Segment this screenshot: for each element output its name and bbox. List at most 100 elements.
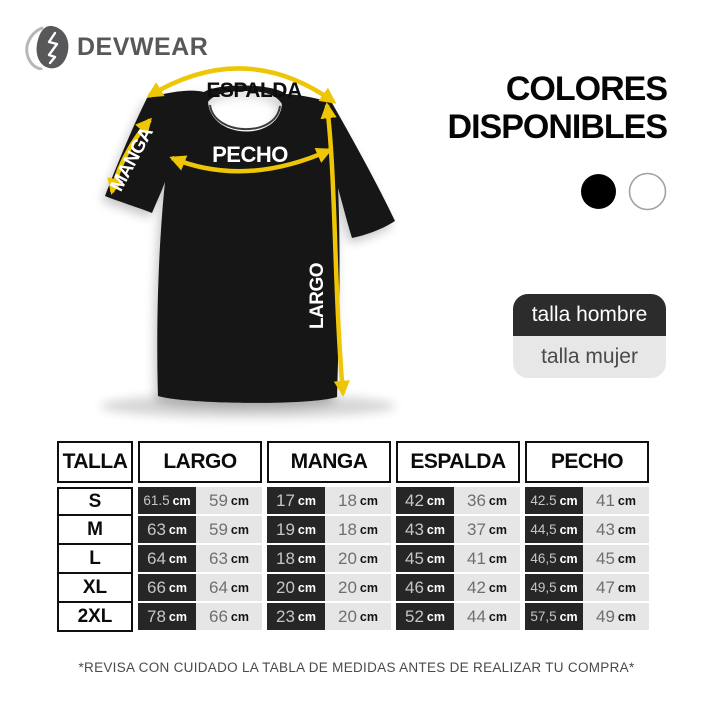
unit: cm <box>230 493 249 508</box>
unit: cm <box>559 522 578 537</box>
shirt-shadow <box>100 394 396 418</box>
size-cell: XL <box>57 574 133 603</box>
cell-manga-hombre: 20 cm <box>267 574 325 603</box>
value: 42 <box>405 490 424 510</box>
value: 20 <box>276 577 295 597</box>
cell-largo-hombre: 64 cm <box>138 545 196 574</box>
unit: cm <box>488 522 507 537</box>
unit: cm <box>559 580 578 595</box>
cell-pecho-mujer: 41 cm <box>583 487 649 516</box>
espalda-label: ESPALDA <box>206 79 302 102</box>
size-cell: M <box>57 516 133 545</box>
manga-arrow <box>107 117 152 195</box>
size-table-header: TALLA LARGO MANGA ESPALDA PECHO <box>57 441 655 483</box>
color-swatch-white[interactable] <box>628 172 667 211</box>
value: 44,5 <box>530 522 557 537</box>
unit: cm <box>617 551 636 566</box>
value: 18 <box>276 548 295 568</box>
colors-title-line2: DISPONIBLES <box>447 108 668 146</box>
cell-pecho-mujer: 43 cm <box>583 516 649 545</box>
value: 66 <box>147 577 166 597</box>
unit: cm <box>559 609 578 624</box>
unit: cm <box>168 522 187 537</box>
fist-logo-icon <box>25 25 69 70</box>
unit: cm <box>359 609 378 624</box>
value: 59 <box>209 490 228 510</box>
cell-espalda-mujer: 42 cm <box>454 574 520 603</box>
color-swatch-black[interactable] <box>580 173 617 210</box>
cell-manga-mujer: 20 cm <box>325 603 391 632</box>
table-row-s: S 61.5 cm 59 cm 17 cm 18 cm 42 cm 36 cm 42.5 cm… <box>57 487 655 516</box>
value: 20 <box>338 577 357 597</box>
tshirt-svg: ESPALDA PECHO MANGA LARGO <box>100 66 396 418</box>
cell-manga-mujer: 18 cm <box>325 516 391 545</box>
unit: cm <box>297 493 316 508</box>
header-manga: MANGA <box>267 441 391 483</box>
value: 64 <box>209 577 228 597</box>
unit: cm <box>559 493 578 508</box>
value: 19 <box>276 519 295 539</box>
unit: cm <box>172 493 191 508</box>
unit: cm <box>617 522 636 537</box>
talla-mujer-button[interactable]: talla mujer <box>513 336 666 378</box>
cell-pecho-hombre: 42.5 cm <box>525 487 583 516</box>
unit: cm <box>168 580 187 595</box>
unit: cm <box>168 551 187 566</box>
value: 49 <box>596 606 615 626</box>
cell-pecho-mujer: 47 cm <box>583 574 649 603</box>
cell-pecho-hombre: 57,5 cm <box>525 603 583 632</box>
size-cell: L <box>57 545 133 574</box>
largo-label: LARGO <box>307 263 328 329</box>
header-largo: LARGO <box>138 441 262 483</box>
collar-seam <box>209 104 281 131</box>
size-cell: 2XL <box>57 603 133 632</box>
unit: cm <box>297 580 316 595</box>
value: 59 <box>209 519 228 539</box>
table-row-l: L 64 cm 63 cm 18 cm 20 cm 45 cm 41 cm 46,5 cm 4… <box>57 545 655 574</box>
value: 23 <box>276 606 295 626</box>
value: 63 <box>209 548 228 568</box>
unit: cm <box>230 551 249 566</box>
value: 17 <box>276 490 295 510</box>
available-colors-section: COLORES DISPONIBLES <box>447 70 668 211</box>
value: 63 <box>147 519 166 539</box>
unit: cm <box>359 493 378 508</box>
tshirt-measurement-diagram: ESPALDA PECHO MANGA LARGO <box>78 50 458 450</box>
cell-largo-mujer: 64 cm <box>196 574 262 603</box>
cell-manga-mujer: 20 cm <box>325 545 391 574</box>
talla-hombre-button[interactable]: talla hombre <box>513 294 666 336</box>
unit: cm <box>359 551 378 566</box>
cell-manga-mujer: 20 cm <box>325 574 391 603</box>
colors-title-line1: COLORES <box>505 70 668 108</box>
cell-largo-hombre: 61.5 cm <box>138 487 196 516</box>
value: 57,5 <box>530 609 557 624</box>
cell-manga-hombre: 23 cm <box>267 603 325 632</box>
cell-espalda-hombre: 52 cm <box>396 603 454 632</box>
largo-arrow <box>320 102 350 397</box>
unit: cm <box>426 609 445 624</box>
cell-largo-mujer: 59 cm <box>196 487 262 516</box>
value: 64 <box>147 548 166 568</box>
unit: cm <box>426 551 445 566</box>
cell-espalda-mujer: 44 cm <box>454 603 520 632</box>
cell-pecho-mujer: 45 cm <box>583 545 649 574</box>
cell-largo-mujer: 66 cm <box>196 603 262 632</box>
value: 20 <box>338 606 357 626</box>
table-row-xl: XL 66 cm 64 cm 20 cm 20 cm 46 cm 42 cm 49,5 cm … <box>57 574 655 603</box>
cell-pecho-mujer: 49 cm <box>583 603 649 632</box>
value: 20 <box>338 548 357 568</box>
cell-espalda-hombre: 45 cm <box>396 545 454 574</box>
espalda-arrow <box>146 66 337 104</box>
color-swatches <box>448 172 667 211</box>
cell-espalda-mujer: 36 cm <box>454 487 520 516</box>
unit: cm <box>426 580 445 595</box>
value: 44 <box>467 606 486 626</box>
unit: cm <box>230 609 249 624</box>
cell-largo-hombre: 66 cm <box>138 574 196 603</box>
unit: cm <box>617 580 636 595</box>
value: 36 <box>467 490 486 510</box>
header-pecho: PECHO <box>525 441 649 483</box>
unit: cm <box>617 493 636 508</box>
cell-espalda-mujer: 41 cm <box>454 545 520 574</box>
unit: cm <box>488 580 507 595</box>
